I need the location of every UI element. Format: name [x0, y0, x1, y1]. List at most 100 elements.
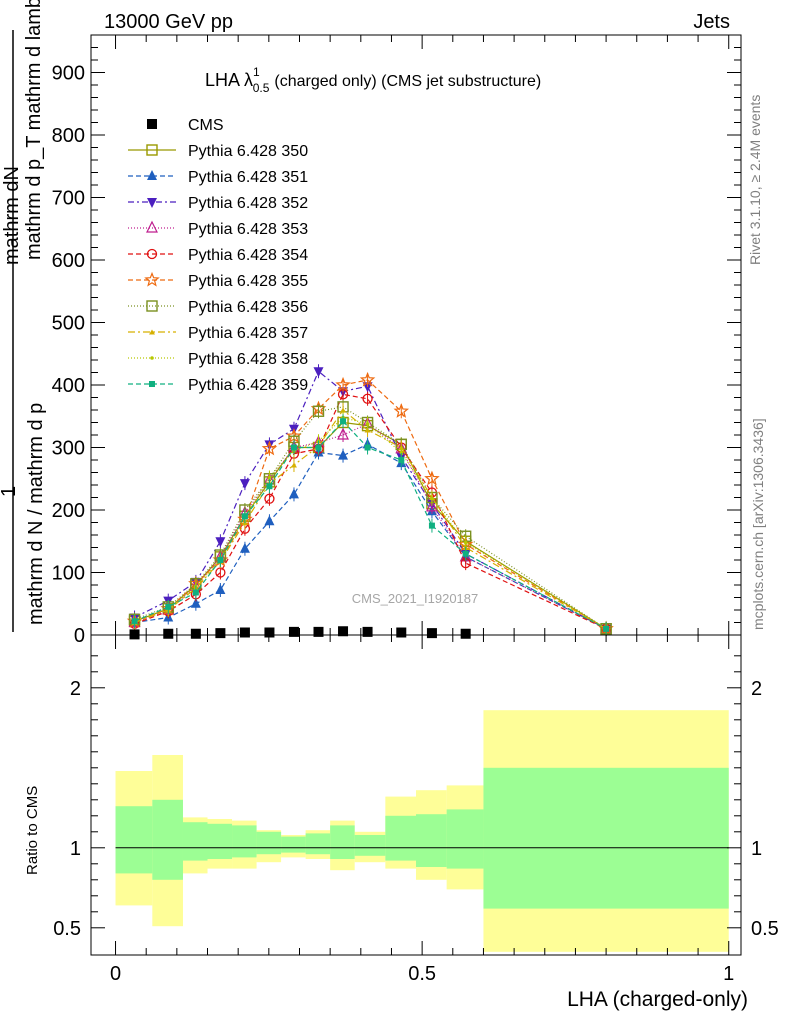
- main-panel: 0 100 200 300 400 500 600 700 800 900: [52, 35, 741, 647]
- cms-marker: [129, 629, 140, 640]
- series-marker: [340, 407, 347, 413]
- series-marker: [146, 220, 158, 233]
- mcplots-label: mcplots.cern.ch [arXiv:1306.3436]: [750, 418, 766, 630]
- series-marker: [239, 542, 250, 553]
- legend-label: Pythia 6.428 359: [188, 377, 308, 394]
- series-marker: [313, 367, 324, 378]
- y-tick-label: 700: [52, 188, 85, 210]
- uncertainty-band-inner: [256, 831, 282, 855]
- cms-marker: [426, 628, 437, 639]
- ratio-y-tick-label: 1: [751, 838, 762, 860]
- uncertainty-band-inner: [305, 833, 331, 855]
- y-tick-label: 200: [52, 500, 85, 522]
- x-tick-label: 0: [110, 963, 121, 985]
- series-marker: [430, 496, 434, 501]
- analysis-watermark: CMS_2021_I1920187: [352, 591, 479, 606]
- uncertainty-band-inner: [330, 825, 355, 859]
- series-marker: [290, 444, 297, 451]
- series-marker: [290, 462, 297, 468]
- series-marker: [264, 515, 275, 526]
- legend-label: Pythia 6.428 355: [188, 273, 308, 290]
- ratio-y-tick-label: 2: [70, 678, 81, 700]
- legend-label: Pythia 6.428 356: [188, 299, 308, 316]
- series-marker: [340, 418, 347, 425]
- series-line: [134, 409, 607, 630]
- uncertainty-band-inner: [152, 799, 183, 880]
- series-marker: [267, 475, 272, 480]
- cms-marker: [313, 626, 324, 637]
- beam-label: 13000 GeV pp: [104, 11, 233, 33]
- y-tick-label: 600: [52, 250, 85, 272]
- uncertainty-band-inner: [281, 836, 306, 853]
- series-marker: [241, 513, 248, 520]
- series-marker: [146, 248, 158, 260]
- series-marker: [239, 479, 250, 490]
- process-label: Jets: [693, 11, 730, 33]
- cms-marker: [396, 627, 407, 638]
- y-label-numerator: mathrm d p_T mathrm d lambda: [23, 0, 45, 260]
- series-marker: [288, 488, 299, 499]
- y-label-prefix-top: 1: [0, 486, 20, 497]
- series-marker: [144, 271, 160, 287]
- cms-marker: [239, 627, 250, 638]
- cms-marker: [362, 626, 373, 637]
- main-y-label: mathrm d p_T mathrm d lambda mathrm dN 1…: [0, 0, 47, 632]
- ratio-panel: 0.5 0.5 1 1 2 2 0 0.5 1: [53, 635, 779, 985]
- ratio-y-label: Ratio to CMS: [24, 786, 41, 875]
- plot-title: LHA λ1 0.5 (charged only) (CMS jet substru…: [205, 65, 541, 95]
- uncertainty-band-inner: [207, 823, 233, 859]
- cms-marker: [190, 628, 201, 639]
- cms-marker: [264, 627, 275, 638]
- ratio-frame: [90, 634, 742, 956]
- ratio-y-tick-label: 0.5: [53, 918, 81, 940]
- series-marker: [215, 584, 226, 594]
- series-marker: [335, 376, 351, 392]
- series-line: [134, 420, 607, 630]
- y-tick-label: 300: [52, 438, 85, 460]
- legend-label: Pythia 6.428 354: [188, 247, 308, 264]
- legend-label: Pythia 6.428 358: [188, 351, 308, 368]
- y-tick-label: 800: [52, 125, 85, 147]
- y-tick-label: 900: [52, 63, 85, 85]
- uncertainty-band-inner: [483, 767, 729, 909]
- uncertainty-band-inner: [182, 822, 208, 861]
- series-marker: [425, 499, 438, 512]
- series-marker: [424, 470, 440, 486]
- series-marker: [149, 329, 155, 335]
- y-tick-label: 500: [52, 313, 85, 335]
- legend-marker-cms: [147, 119, 157, 129]
- legend: CMS Pythia 6.428 350 Pythia 6.428 351 Pythi…: [128, 117, 308, 394]
- series-marker: [338, 449, 349, 460]
- uncertainty-band-inner: [385, 815, 416, 861]
- series-marker: [147, 198, 157, 208]
- series-line: [134, 443, 607, 630]
- uncertainty-band-inner: [446, 809, 484, 869]
- series-marker: [428, 522, 435, 529]
- legend-label: Pythia 6.428 353: [188, 221, 308, 238]
- series-marker: [190, 597, 201, 608]
- series-marker: [131, 618, 138, 625]
- series-marker: [192, 589, 199, 596]
- uncertainty-band-inner: [115, 806, 153, 874]
- series-marker: [215, 537, 226, 548]
- series-marker: [266, 483, 273, 490]
- y-label-numerator-top: mathrm dN: [1, 166, 23, 265]
- series-marker: [399, 450, 404, 455]
- legend-label: Pythia 6.428 351: [188, 169, 308, 186]
- cms-marker: [460, 628, 471, 639]
- series-marker: [462, 550, 469, 557]
- y-tick-label: 100: [52, 563, 85, 585]
- series-marker: [149, 381, 155, 387]
- series-marker: [463, 540, 468, 545]
- series-marker: [362, 393, 373, 404]
- series-marker: [312, 405, 325, 417]
- x-tick-label: 0.5: [408, 963, 436, 985]
- legend-label: Pythia 6.428 352: [188, 195, 308, 212]
- series-marker: [315, 444, 322, 451]
- series-marker: [364, 444, 371, 451]
- series-marker: [165, 603, 172, 610]
- uncertainty-band-inner: [354, 835, 386, 856]
- series-marker: [393, 403, 410, 418]
- series-marker: [150, 356, 154, 360]
- series-marker: [359, 371, 376, 387]
